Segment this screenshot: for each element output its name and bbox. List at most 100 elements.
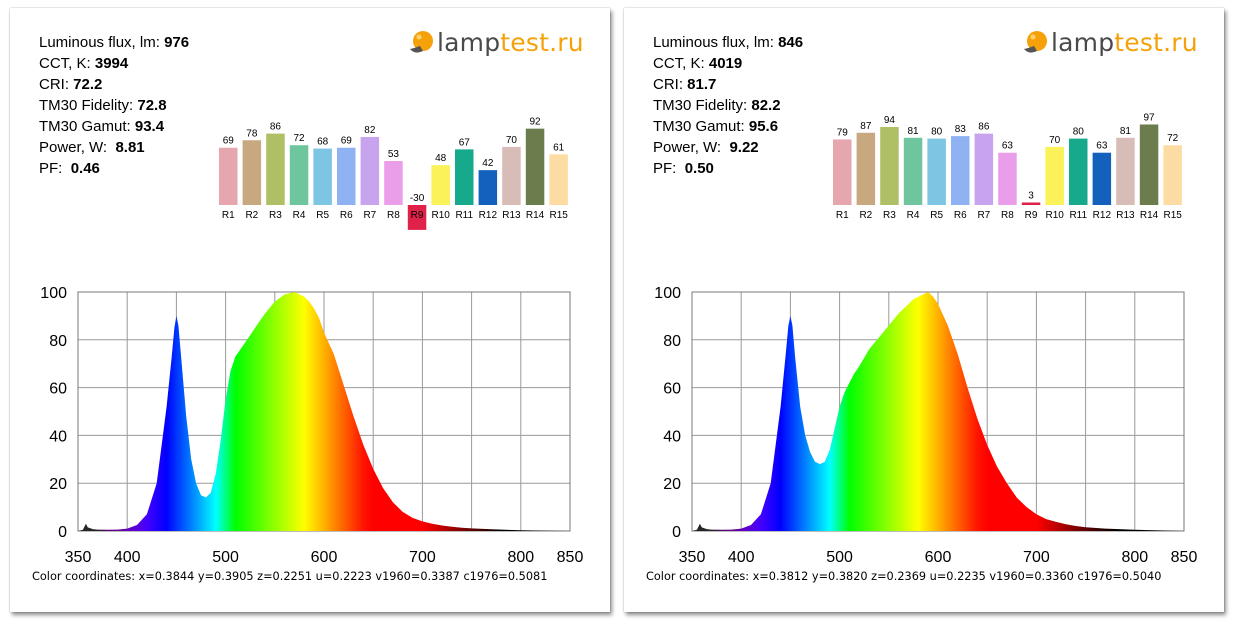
- y-tick-label: 0: [58, 524, 67, 541]
- spectrum-chart: 0 20 40 60 80 100 350 400 500 600 700 800 850: [654, 285, 1198, 566]
- cri-value-label: 94: [884, 115, 896, 126]
- cri-bar-r5: [313, 148, 332, 205]
- cri-bar-r13: [1116, 137, 1135, 205]
- power-factor: PF: 0.50: [653, 160, 714, 177]
- cri-bar-r2: [856, 132, 876, 205]
- cri-category-label: R10: [1045, 210, 1064, 221]
- y-tick-label: 40: [663, 428, 681, 445]
- cct-value: 4019: [708, 55, 743, 72]
- cri-category-label: R11: [1069, 210, 1087, 221]
- cri-value-label: 63: [1002, 141, 1014, 152]
- cri: CRI: 81.7: [653, 76, 717, 93]
- cri-category-label: R14: [1140, 210, 1159, 221]
- x-tick-label: 700: [1023, 549, 1050, 566]
- y-tick-label: 60: [663, 381, 681, 398]
- cri-bar-r5: [927, 138, 946, 205]
- cri-value-label: 67: [459, 137, 471, 148]
- cri-value-label: -30: [410, 193, 425, 204]
- x-tick-label: 800: [507, 549, 534, 566]
- cri-value-label: 3: [1028, 191, 1034, 202]
- cri-category-label: R6: [340, 210, 353, 221]
- cri-category-label: R9: [411, 210, 424, 221]
- cri-bar-r10: [431, 165, 450, 205]
- cri-category-label: R12: [1093, 210, 1112, 221]
- power: Power, W: 9.22: [653, 139, 759, 156]
- cct: CCT, K: 3994: [39, 55, 129, 72]
- cri-category-label: R11: [455, 210, 473, 221]
- color-coordinates: Color coordinates: x=0.3812 y=0.3820 z=0…: [646, 570, 1162, 583]
- power: Power, W: 8.81: [39, 139, 145, 156]
- cri-category-label: R1: [836, 210, 849, 221]
- cri-bar-r11: [455, 149, 474, 205]
- cri-category-label: R15: [549, 210, 568, 221]
- spectrum-area: [692, 292, 1184, 531]
- cri-category-label: R13: [1116, 210, 1135, 221]
- cri-category-label: R5: [316, 210, 329, 221]
- x-tick-label: 350: [679, 549, 706, 566]
- power-factor-value: 0.50: [684, 160, 714, 177]
- tm30-gamut: TM30 Gamut: 93.4: [39, 118, 165, 135]
- cri-value-label: 80: [1073, 127, 1085, 138]
- cri-bar-r8: [998, 152, 1017, 205]
- cri-value-label: 61: [553, 142, 565, 153]
- spectrum-chart: 0 20 40 60 80 100 350 400 500 600 700 800 850: [40, 285, 584, 566]
- x-tick-label: 600: [925, 549, 952, 566]
- cri-value-label: 92: [529, 117, 541, 128]
- cri-bar-r4: [903, 137, 923, 205]
- cri-category-label: R3: [883, 210, 896, 221]
- cri-value-label: 42: [482, 158, 494, 169]
- tm30-gamut-value: 93.4: [134, 118, 165, 135]
- x-tick-label: 850: [1171, 549, 1198, 566]
- cri-value-label: 53: [388, 149, 400, 160]
- cri-value-label: 63: [1096, 141, 1108, 152]
- lamptest-logo: lamptest.ru: [1020, 27, 1198, 57]
- cri-value-label: 72: [1167, 133, 1179, 144]
- cri-category-label: R9: [1025, 210, 1038, 221]
- cri-value-label: 86: [978, 122, 990, 133]
- cri-value-label: 81: [907, 126, 919, 137]
- y-tick-label: 60: [49, 381, 67, 398]
- cri-bar-r14: [1139, 124, 1159, 205]
- power-value: 9.22: [729, 139, 759, 156]
- x-tick-label: 600: [311, 549, 338, 566]
- lamp-stats: Luminous flux, lm: 976 CCT, K: 3994 CRI:…: [39, 32, 189, 179]
- cri-value-label: 97: [1143, 112, 1155, 123]
- y-tick-label: 80: [663, 333, 681, 350]
- cri-value-label: 86: [270, 122, 282, 133]
- cri-category-label: R2: [245, 210, 258, 221]
- cri-bar-r13: [502, 146, 521, 205]
- spectrum-report-right: Luminous flux, lm: 846 CCT, K: 4019 CRI:…: [624, 8, 1224, 612]
- x-tick-label: 500: [212, 549, 239, 566]
- cri-bar-r2: [242, 140, 262, 205]
- cri-bar-r1: [833, 139, 852, 205]
- lightbulb-icon: [1024, 31, 1047, 53]
- x-tick-label: 350: [65, 549, 92, 566]
- cri-bar-r8: [384, 161, 403, 205]
- x-tick-label: 500: [826, 549, 853, 566]
- cri-category-label: R3: [269, 210, 282, 221]
- cri-bar-r14: [525, 128, 545, 205]
- y-tick-label: 80: [49, 333, 67, 350]
- power-factor: PF: 0.46: [39, 160, 100, 177]
- cri-value-label: 48: [435, 153, 447, 164]
- luminous-flux: Luminous flux, lm: 846: [653, 34, 804, 51]
- cri-bar-r12: [1092, 152, 1112, 205]
- y-tick-label: 100: [654, 285, 681, 302]
- cri-value-label: 70: [506, 135, 518, 146]
- tm30-fidelity: TM30 Fidelity: 72.8: [39, 97, 167, 114]
- y-tick-label: 100: [40, 285, 67, 302]
- cct-value: 3994: [94, 55, 129, 72]
- tm30-gamut: TM30 Gamut: 95.6: [653, 118, 779, 135]
- cri-bar-r6: [337, 147, 356, 205]
- cri-category-label: R7: [977, 210, 990, 221]
- lamptest-logo: lamptest.ru: [406, 27, 584, 57]
- x-tick-label: 850: [557, 549, 584, 566]
- cri-value-label: 72: [293, 133, 305, 144]
- cri-bar-r3: [266, 133, 285, 205]
- cri-value-label: 68: [317, 137, 329, 148]
- cri-category-label: R8: [1001, 210, 1014, 221]
- cri-category-label: R7: [363, 210, 376, 221]
- y-tick-label: 40: [49, 428, 67, 445]
- spectrum-report-left: Luminous flux, lm: 976 CCT, K: 3994 CRI:…: [10, 8, 610, 612]
- cri-category-label: R4: [907, 210, 920, 221]
